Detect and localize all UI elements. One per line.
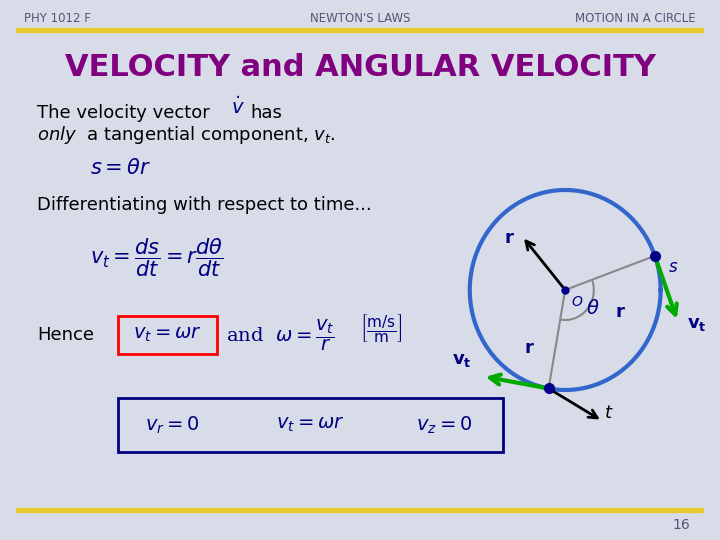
Text: $\mathbf{v_t}$: $\mathbf{v_t}$ xyxy=(451,352,472,369)
Text: $\mathbf{r}$: $\mathbf{r}$ xyxy=(504,230,515,247)
Text: $\mathit{s} = \mathit{\theta r}$: $\mathit{s} = \mathit{\theta r}$ xyxy=(90,158,151,178)
Text: Differentiating with respect to time...: Differentiating with respect to time... xyxy=(37,196,372,214)
Text: $O$: $O$ xyxy=(571,295,583,309)
Text: $\it{only}$  a tangential component, $\mathit{v_t}$.: $\it{only}$ a tangential component, $\ma… xyxy=(37,124,336,146)
Text: $\mathit{\theta}$: $\mathit{\theta}$ xyxy=(586,299,600,318)
Text: $\mathbf{v_t}$: $\mathbf{v_t}$ xyxy=(688,315,707,333)
Text: $\mathit{t}$: $\mathit{t}$ xyxy=(604,404,614,422)
Text: NEWTON'S LAWS: NEWTON'S LAWS xyxy=(310,11,410,24)
Text: $\mathit{v_t = \omega r}$: $\mathit{v_t = \omega r}$ xyxy=(133,326,202,344)
Text: has: has xyxy=(251,104,282,122)
Text: $\mathit{v_z = 0}$: $\mathit{v_z = 0}$ xyxy=(416,414,472,436)
Text: $\mathbf{r}$: $\mathbf{r}$ xyxy=(615,303,626,321)
Text: $\mathit{v_r = 0}$: $\mathit{v_r = 0}$ xyxy=(145,414,199,436)
FancyBboxPatch shape xyxy=(117,316,217,354)
Text: PHY 1012 F: PHY 1012 F xyxy=(24,11,91,24)
Text: and  $\mathit{\omega = \dfrac{v_t}{r}}$: and $\mathit{\omega = \dfrac{v_t}{r}}$ xyxy=(226,318,336,353)
Text: 16: 16 xyxy=(672,518,690,532)
Bar xyxy=(17,508,703,512)
Text: MOTION IN A CIRCLE: MOTION IN A CIRCLE xyxy=(575,11,696,24)
Text: $\left[\dfrac{\mathrm{m/s}}{\mathrm{m}}\right]$: $\left[\dfrac{\mathrm{m/s}}{\mathrm{m}}\… xyxy=(360,312,402,344)
Text: $\dot{v}$: $\dot{v}$ xyxy=(231,96,245,118)
Text: The velocity vector: The velocity vector xyxy=(37,104,210,122)
Text: $\mathit{v_t = \dfrac{ds}{dt} = r\dfrac{d\theta}{dt}}$: $\mathit{v_t = \dfrac{ds}{dt} = r\dfrac{… xyxy=(90,237,223,279)
FancyBboxPatch shape xyxy=(117,398,503,452)
Text: $\mathbf{r}$: $\mathbf{r}$ xyxy=(523,339,534,357)
Text: Hence: Hence xyxy=(37,326,94,344)
Text: $\mathit{s}$: $\mathit{s}$ xyxy=(668,259,678,276)
Bar xyxy=(17,28,703,32)
Text: VELOCITY and ANGULAR VELOCITY: VELOCITY and ANGULAR VELOCITY xyxy=(65,52,655,82)
Text: $\mathit{v_t = \omega r}$: $\mathit{v_t = \omega r}$ xyxy=(276,416,345,434)
